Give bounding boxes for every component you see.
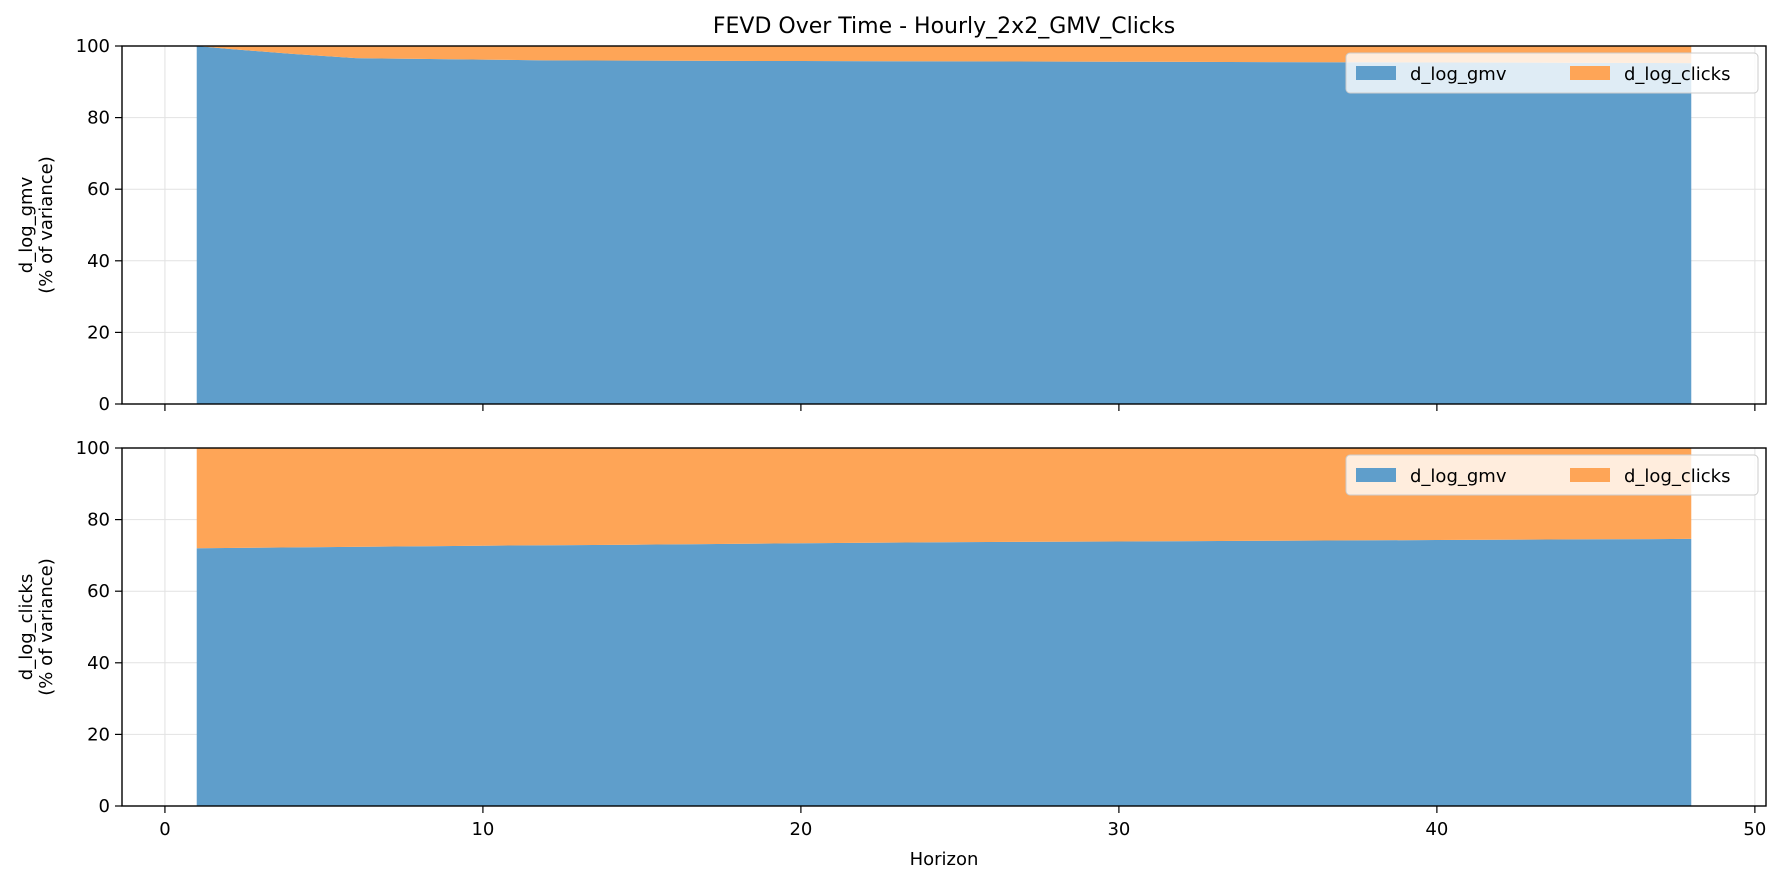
legend-swatch-d-log-gmv	[1356, 66, 1396, 80]
figure-title: FEVD Over Time - Hourly_2x2_GMV_Clicks	[713, 14, 1175, 39]
legend-box	[1345, 454, 1759, 496]
legend: d_log_gmv d_log_clicks	[1345, 52, 1759, 94]
y-tick-label: 80	[87, 510, 110, 531]
x-tick-label: 20	[789, 819, 812, 840]
area-d-log-gmv	[196, 46, 1692, 404]
x-axis-label: Horizon	[910, 849, 979, 870]
area-d-log-gmv	[196, 538, 1692, 806]
y-tick-label: 100	[76, 438, 110, 459]
x-tick-label: 30	[1107, 819, 1130, 840]
x-tick-label: 50	[1743, 819, 1766, 840]
y-axis-label: d_log_gmv(% of variance)	[16, 156, 57, 293]
legend-label-d-log-gmv: d_log_gmv	[1410, 64, 1507, 85]
y-axis-label-line: (% of variance)	[36, 156, 57, 293]
y-tick-label: 0	[99, 796, 110, 817]
legend-label-d-log-clicks: d_log_clicks	[1624, 466, 1730, 487]
y-axis-label: d_log_clicks(% of variance)	[16, 558, 57, 695]
plot-frame	[121, 447, 1767, 807]
legend-label-d-log-clicks: d_log_clicks	[1624, 64, 1730, 85]
y-axis-label-line: d_log_gmv	[16, 176, 37, 273]
y-tick-label: 60	[87, 581, 110, 602]
y-tick-label: 20	[87, 724, 110, 745]
y-axis-label-line: d_log_clicks	[16, 574, 37, 680]
x-tick-label: 40	[1425, 819, 1448, 840]
y-tick-label: 80	[87, 108, 110, 129]
y-tick-label: 40	[87, 251, 110, 272]
legend-box	[1345, 52, 1759, 94]
area-d-log-clicks	[196, 448, 1692, 549]
plot-frame	[121, 45, 1767, 405]
y-tick-label: 100	[76, 36, 110, 57]
y-tick-label: 40	[87, 653, 110, 674]
y-tick-label: 0	[99, 394, 110, 415]
y-axis-label-line: (% of variance)	[36, 558, 57, 695]
x-tick-label: 10	[471, 819, 494, 840]
y-tick-label: 20	[87, 322, 110, 343]
legend-swatch-d-log-clicks	[1570, 468, 1610, 482]
area-d-log-clicks	[196, 46, 1692, 64]
legend-label-d-log-gmv: d_log_gmv	[1410, 466, 1507, 487]
legend-swatch-d-log-gmv	[1356, 468, 1396, 482]
x-tick-label: 0	[159, 819, 170, 840]
y-tick-label: 60	[87, 179, 110, 200]
legend-swatch-d-log-clicks	[1570, 66, 1610, 80]
legend: d_log_gmv d_log_clicks	[1345, 454, 1759, 496]
